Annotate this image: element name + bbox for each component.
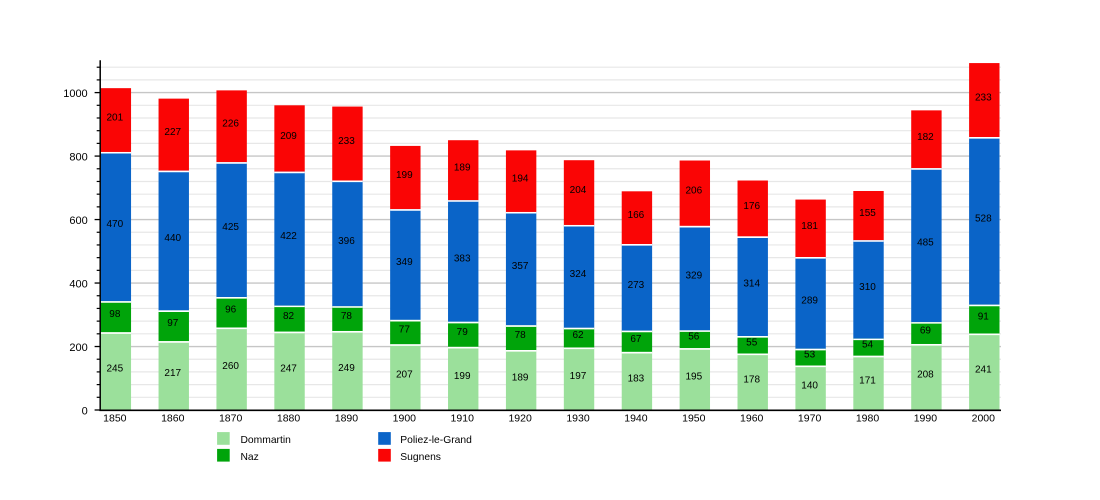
svg-text:1860: 1860: [161, 413, 185, 425]
svg-text:1940: 1940: [624, 413, 648, 425]
svg-text:314: 314: [743, 279, 760, 290]
svg-text:1870: 1870: [219, 413, 243, 425]
svg-text:96: 96: [225, 305, 237, 316]
svg-text:204: 204: [570, 185, 587, 196]
svg-text:171: 171: [859, 375, 876, 386]
svg-text:91: 91: [978, 312, 990, 323]
svg-text:200: 200: [69, 342, 87, 354]
svg-text:1970: 1970: [798, 413, 822, 425]
svg-text:485: 485: [917, 238, 934, 249]
svg-text:383: 383: [454, 253, 471, 264]
svg-text:357: 357: [512, 261, 529, 272]
svg-text:77: 77: [399, 325, 411, 336]
svg-text:1850: 1850: [103, 413, 127, 425]
svg-text:233: 233: [975, 93, 992, 104]
svg-text:400: 400: [69, 278, 87, 290]
svg-text:1880: 1880: [277, 413, 301, 425]
svg-text:194: 194: [512, 174, 529, 185]
svg-text:207: 207: [396, 370, 413, 381]
svg-text:1890: 1890: [335, 413, 359, 425]
svg-text:199: 199: [396, 170, 413, 181]
svg-text:97: 97: [167, 318, 179, 329]
svg-text:53: 53: [804, 350, 816, 361]
svg-text:422: 422: [280, 231, 297, 242]
svg-text:1960: 1960: [740, 413, 764, 425]
svg-text:78: 78: [341, 311, 353, 322]
svg-text:260: 260: [222, 361, 239, 372]
svg-text:56: 56: [688, 332, 700, 343]
svg-text:98: 98: [109, 309, 121, 320]
svg-text:155: 155: [859, 208, 876, 219]
svg-text:140: 140: [801, 380, 818, 391]
svg-text:227: 227: [164, 127, 181, 138]
svg-text:249: 249: [338, 363, 355, 374]
svg-text:233: 233: [338, 136, 355, 147]
svg-text:0: 0: [82, 405, 88, 417]
svg-text:Sugnens: Sugnens: [400, 452, 441, 463]
svg-text:62: 62: [572, 330, 584, 341]
svg-text:178: 178: [743, 374, 760, 385]
svg-text:247: 247: [280, 363, 297, 374]
svg-text:226: 226: [222, 119, 239, 130]
svg-text:176: 176: [743, 201, 760, 212]
svg-text:1900: 1900: [393, 413, 417, 425]
svg-text:201: 201: [107, 113, 124, 124]
svg-text:69: 69: [920, 326, 932, 337]
svg-text:199: 199: [454, 371, 471, 382]
svg-text:208: 208: [917, 369, 934, 380]
svg-text:800: 800: [69, 151, 87, 163]
svg-text:82: 82: [283, 311, 295, 322]
svg-text:189: 189: [454, 163, 471, 174]
svg-text:54: 54: [862, 340, 874, 351]
svg-text:440: 440: [164, 233, 181, 244]
svg-text:528: 528: [975, 213, 992, 224]
svg-text:273: 273: [628, 280, 645, 291]
svg-text:470: 470: [107, 219, 124, 230]
svg-text:396: 396: [338, 236, 355, 247]
svg-text:1980: 1980: [856, 413, 880, 425]
svg-text:78: 78: [515, 330, 527, 341]
svg-text:197: 197: [570, 371, 587, 382]
svg-text:Dommartin: Dommartin: [241, 435, 292, 446]
svg-text:206: 206: [685, 186, 702, 197]
svg-text:1930: 1930: [566, 413, 590, 425]
svg-text:1910: 1910: [451, 413, 475, 425]
svg-text:1950: 1950: [682, 413, 706, 425]
svg-text:310: 310: [859, 282, 876, 293]
svg-text:1920: 1920: [508, 413, 532, 425]
svg-text:324: 324: [570, 269, 587, 280]
svg-text:245: 245: [107, 364, 124, 375]
svg-text:425: 425: [222, 222, 239, 233]
svg-text:349: 349: [396, 257, 413, 268]
svg-text:67: 67: [630, 334, 642, 345]
svg-text:195: 195: [685, 372, 702, 383]
svg-text:181: 181: [801, 221, 818, 232]
svg-text:Naz: Naz: [241, 452, 259, 463]
svg-text:189: 189: [512, 373, 529, 384]
svg-text:217: 217: [164, 368, 181, 379]
svg-text:209: 209: [280, 131, 297, 142]
svg-text:329: 329: [685, 271, 702, 282]
svg-text:600: 600: [69, 215, 87, 227]
svg-text:55: 55: [746, 337, 758, 348]
svg-text:289: 289: [801, 295, 818, 306]
svg-text:182: 182: [917, 132, 934, 143]
svg-text:1000: 1000: [63, 88, 87, 100]
svg-text:79: 79: [457, 327, 469, 338]
svg-text:2000: 2000: [972, 413, 996, 425]
svg-text:241: 241: [975, 364, 992, 375]
svg-text:1990: 1990: [914, 413, 938, 425]
svg-text:Poliez-le-Grand: Poliez-le-Grand: [400, 435, 472, 446]
svg-text:166: 166: [628, 210, 645, 221]
svg-text:183: 183: [628, 373, 645, 384]
